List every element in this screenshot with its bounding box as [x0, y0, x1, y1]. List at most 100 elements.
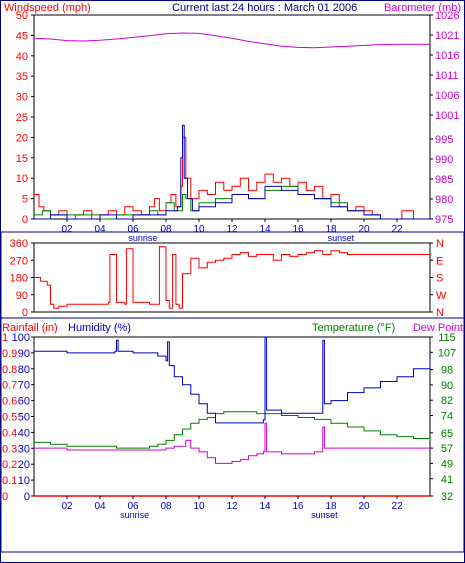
barometer-tick-label: 1006	[435, 90, 459, 102]
humidity-x-tick-label: 14	[259, 501, 271, 512]
compass-direction-label: N	[436, 307, 444, 319]
humidity-x-tick-label: 12	[226, 501, 238, 512]
temperature-tick-label: 107	[438, 347, 456, 359]
rainfall-tick-label: 0.3	[2, 443, 17, 455]
windspeed-tick-label: 0	[22, 214, 28, 226]
barometer-tick-label: 1021	[435, 30, 459, 42]
dewpoint-series-line	[34, 422, 430, 464]
humidity-tick-label: 100	[12, 332, 30, 344]
barometer-tick-label: 1016	[435, 50, 459, 62]
windspeed-tick-label: 30	[16, 92, 28, 104]
barometer-tick-label: 1011	[435, 70, 459, 82]
rainfall-tick-label: 0	[2, 491, 8, 503]
direction-tick-label: 0	[22, 307, 28, 319]
wind-blue-series-line	[34, 124, 430, 220]
barometer-series-line	[33, 32, 430, 49]
humidity-frame	[0, 317, 465, 553]
rainfall-tick-label: 0.7	[2, 380, 17, 392]
rainfall-tick-label: 0.8	[2, 364, 17, 376]
barometer-tick-label: 980	[435, 194, 453, 206]
chart-title: Current last 24 hours : March 01 2006	[172, 2, 357, 14]
humidity-plot-area	[33, 336, 431, 497]
humidity-tick-label: 60	[18, 396, 30, 408]
humidity-tick-label: 20	[18, 459, 30, 471]
compass-direction-label: W	[436, 290, 447, 302]
direction-tick-label: 270	[10, 255, 28, 267]
temperature-tick-label: 74	[441, 411, 453, 423]
temperature-tick-label: 115	[438, 332, 456, 344]
humidity-x-tick-label: 06	[127, 501, 139, 512]
humidity-tick-label: 80	[18, 364, 30, 376]
rainfall-axis-label: Rainfall (in)	[2, 322, 58, 334]
humidity-axis-label: Humidity (%)	[68, 322, 131, 334]
compass-direction-label: N	[436, 238, 444, 250]
wind-x-tick-label: 16	[292, 224, 304, 235]
windspeed-tick-label: 15	[16, 153, 28, 165]
compass-direction-label: S	[436, 273, 443, 285]
humidity-tick-label: 40	[18, 427, 30, 439]
rainfall-tick-label: 0.6	[2, 396, 17, 408]
wind-x-tick-label: 14	[259, 224, 271, 235]
temperature-tick-label: 41	[441, 474, 453, 486]
wind-direction-series-line	[34, 246, 430, 309]
barometer-tick-label: 990	[435, 154, 453, 166]
windspeed-tick-label: 40	[16, 51, 28, 63]
barometer-tick-label: 1001	[435, 110, 459, 122]
humidity-series-line	[34, 336, 431, 424]
temperature-tick-label: 49	[441, 458, 453, 470]
sunrise-label-lower: sunrise	[120, 510, 149, 520]
barometer-tick-label: 985	[435, 174, 453, 186]
wind-x-tick-label: 04	[94, 224, 106, 235]
rainfall-tick-label: 0.5	[2, 412, 17, 424]
rainfall-tick-label: 0.1	[2, 475, 17, 487]
wind-direction-frame	[0, 231, 465, 319]
direction-tick-label: 90	[16, 290, 28, 302]
barometer-axis-label: Barometer (mb)	[384, 2, 461, 14]
windspeed-tick-label: 45	[16, 30, 28, 42]
humidity-tick-label: 70	[18, 380, 30, 392]
windspeed-tick-label: 35	[16, 71, 28, 83]
humidity-tick-label: 90	[18, 348, 30, 360]
temperature-tick-label: 57	[441, 443, 453, 455]
sunrise-label: sunrise	[128, 233, 157, 243]
wind-x-tick-label: 10	[193, 224, 205, 235]
direction-tick-label: 360	[10, 238, 28, 250]
windspeed-tick-label: 10	[16, 173, 28, 185]
wind-x-tick-label: 08	[160, 224, 172, 235]
humidity-x-tick-label: 20	[358, 501, 370, 512]
wind-x-tick-label: 02	[61, 224, 73, 235]
wind-x-tick-label: 12	[226, 224, 238, 235]
windspeed-tick-label: 5	[22, 194, 28, 206]
humidity-tick-label: 50	[18, 412, 30, 424]
windspeed-tick-label: 50	[16, 10, 28, 22]
humidity-x-tick-label: 10	[193, 501, 205, 512]
temperature-axis-label: Temperature (°F)	[312, 322, 395, 334]
wind-x-tick-label: 18	[325, 224, 337, 235]
rainfall-tick-label: 1	[2, 332, 8, 344]
humidity-x-tick-label: 02	[61, 501, 73, 512]
temperature-series-line	[34, 411, 431, 449]
temperature-tick-label: 90	[441, 380, 453, 392]
temperature-tick-label: 65	[441, 428, 453, 440]
humidity-x-tick-label: 16	[292, 501, 304, 512]
barometer-tick-label: 1026	[435, 10, 459, 22]
barometer-tick-label: 995	[435, 134, 453, 146]
humidity-tick-label: 0	[24, 491, 30, 503]
rainfall-tick-label: 0.9	[2, 348, 17, 360]
humidity-tick-label: 10	[18, 475, 30, 487]
compass-direction-label: E	[436, 255, 443, 267]
windspeed-axis-label: Windspeed (mph)	[4, 2, 91, 14]
wind-x-tick-label: 22	[391, 224, 403, 235]
windspeed-tick-label: 20	[16, 132, 28, 144]
wind-x-tick-label: 20	[358, 224, 370, 235]
humidity-x-tick-label: 18	[325, 501, 337, 512]
humidity-x-tick-label: 04	[94, 501, 106, 512]
sunset-label: sunset	[328, 233, 355, 243]
humidity-tick-label: 30	[18, 443, 30, 455]
rainfall-tick-label: 0.4	[2, 427, 17, 439]
barometer-tick-label: 975	[435, 214, 453, 226]
